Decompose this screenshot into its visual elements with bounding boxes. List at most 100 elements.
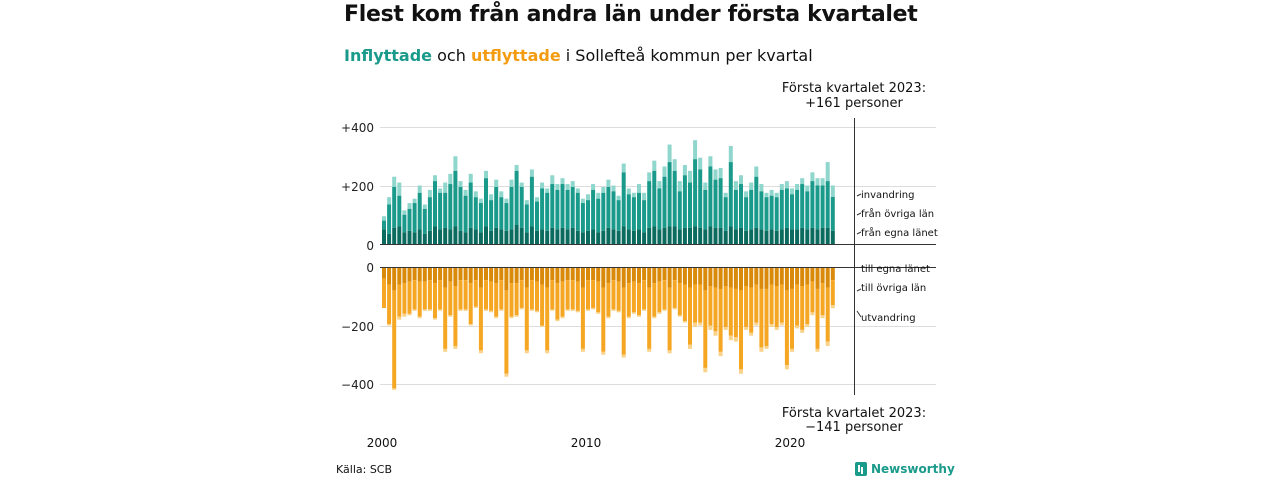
bar-out-utvandring: [540, 325, 545, 327]
bar-in-invandring: [647, 172, 652, 182]
bar-in-ovriga-lan: [453, 170, 458, 227]
bar-out-utvandring: [519, 307, 524, 310]
bar-in-invandring: [774, 192, 779, 198]
bar-out-ovriga-lan: [606, 283, 611, 317]
bar-in-ovriga-lan: [402, 214, 407, 233]
bar-in-invandring: [545, 188, 550, 193]
bar-in-invandring: [769, 189, 774, 196]
bar-in-invandring: [672, 159, 677, 171]
bar-in-ovriga-lan: [616, 200, 621, 231]
bar-out-utvandring: [463, 309, 468, 311]
bar-out-egna-lanet: [647, 267, 652, 288]
bar-in-egna-lanet: [784, 227, 789, 244]
bar-out-utvandring: [402, 313, 407, 317]
bar-in-invandring: [427, 189, 432, 198]
bar-in-egna-lanet: [586, 230, 590, 244]
bar-out-ovriga-lan: [611, 280, 616, 310]
bar-out-utvandring: [529, 309, 534, 311]
bar-in-ovriga-lan: [744, 197, 749, 231]
bar-in-egna-lanet: [433, 226, 437, 244]
bar-out-utvandring: [815, 348, 820, 352]
bar-in-ovriga-lan: [667, 162, 672, 227]
bar-out-utvandring: [698, 322, 703, 326]
bar-out-egna-lanet: [468, 267, 473, 284]
bar-out-utvandring: [484, 309, 488, 311]
bar-out-utvandring: [504, 373, 509, 377]
bar-out-utvandring: [468, 324, 473, 326]
bar-in-ovriga-lan: [677, 191, 682, 230]
bar-in-ovriga-lan: [754, 176, 759, 228]
bar-out-ovriga-lan: [744, 286, 749, 327]
bar-in-ovriga-lan: [626, 194, 631, 230]
bar-in-ovriga-lan: [703, 189, 708, 230]
bar-in-egna-lanet: [540, 229, 545, 245]
bar-out-egna-lanet: [504, 267, 509, 291]
bar-in-ovriga-lan: [591, 189, 596, 230]
bar-out-egna-lanet: [698, 267, 703, 285]
brand-name: Newsworthy: [871, 462, 955, 476]
bar-out-utvandring: [560, 316, 565, 319]
bar-in-egna-lanet: [677, 229, 682, 245]
bar-out-ovriga-lan: [402, 283, 407, 314]
bar-in-invandring: [621, 163, 626, 173]
bar-out-ovriga-lan: [509, 283, 514, 317]
bar-in-ovriga-lan: [733, 189, 738, 230]
bar-in-ovriga-lan: [810, 181, 815, 228]
bar-in-invandring: [723, 192, 728, 198]
bar-in-invandring: [499, 191, 504, 198]
bar-in-egna-lanet: [800, 227, 805, 244]
bar-out-ovriga-lan: [550, 280, 555, 310]
bar-in-egna-lanet: [484, 226, 488, 244]
bar-out-egna-lanet: [463, 267, 468, 281]
bar-out-egna-lanet: [519, 267, 524, 281]
legend-out-utvandring: utvandring: [861, 313, 916, 324]
bar-in-ovriga-lan: [790, 194, 794, 230]
y-tick-top-400: +400: [341, 121, 374, 135]
bar-in-ovriga-lan: [397, 195, 402, 227]
bar-out-ovriga-lan: [713, 287, 718, 332]
bar-out-ovriga-lan: [631, 281, 636, 313]
bar-out-ovriga-lan: [438, 280, 443, 310]
bar-in-egna-lanet: [422, 233, 427, 244]
bar-in-ovriga-lan: [514, 170, 519, 225]
bar-out-utvandring: [397, 316, 402, 320]
bar-in-invandring: [718, 167, 723, 179]
bar-out-egna-lanet: [453, 267, 458, 287]
bar-in-ovriga-lan: [708, 166, 713, 227]
bar-out-utvandring: [438, 309, 443, 311]
bar-in-ovriga-lan: [606, 186, 611, 228]
bar-out-utvandring: [422, 309, 427, 311]
bar-out-ovriga-lan: [642, 280, 647, 310]
bar-in-ovriga-lan: [438, 192, 443, 230]
bar-in-invandring: [478, 198, 483, 204]
bar-out-ovriga-lan: [626, 283, 631, 317]
bar-in-ovriga-lan: [825, 181, 830, 228]
bar-out-ovriga-lan: [427, 280, 432, 310]
bar-in-ovriga-lan: [779, 189, 784, 230]
bar-in-ovriga-lan: [427, 197, 432, 231]
bar-out-utvandring: [779, 322, 784, 326]
bar-in-invandring: [586, 194, 590, 201]
bar-in-egna-lanet: [575, 230, 580, 244]
bar-out-egna-lanet: [402, 267, 407, 284]
bar-out-utvandring: [499, 309, 504, 311]
bar-out-ovriga-lan: [703, 290, 708, 368]
bar-in-egna-lanet: [387, 233, 392, 244]
bar-out-ovriga-lan: [463, 280, 468, 310]
bar-in-invandring: [524, 200, 529, 205]
bar-in-ovriga-lan: [728, 162, 733, 227]
bar-in-invandring: [749, 182, 754, 190]
bar-in-ovriga-lan: [637, 192, 641, 230]
bar-in-ovriga-lan: [647, 181, 652, 228]
top-panel: +400 +200 0: [341, 121, 936, 253]
bar-in-invandring: [392, 176, 397, 187]
bar-in-egna-lanet: [570, 227, 575, 244]
bar-in-invandring: [754, 166, 759, 177]
bar-in-egna-lanet: [774, 230, 779, 244]
bar-in-egna-lanet: [453, 226, 458, 244]
bar-out-ovriga-lan: [718, 288, 723, 352]
bar-in-ovriga-lan: [468, 182, 473, 228]
bar-out-ovriga-lan: [672, 280, 677, 308]
bar-out-utvandring: [739, 369, 743, 374]
bar-out-egna-lanet: [535, 267, 539, 282]
